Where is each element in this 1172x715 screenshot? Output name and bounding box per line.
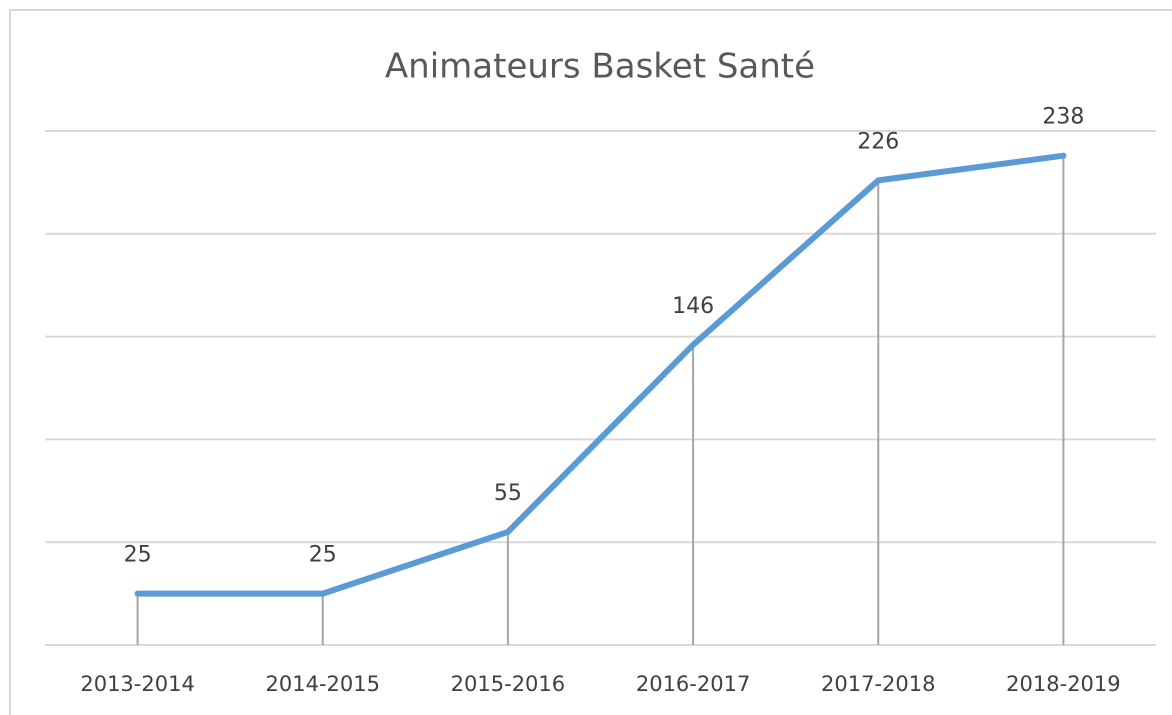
data-line — [134, 152, 1067, 597]
data-label: 25 — [309, 543, 337, 568]
data-label: 226 — [857, 129, 899, 154]
x-tick-label: 2016-2017 — [636, 672, 750, 696]
x-tick-label: 2013-2014 — [80, 672, 194, 696]
x-tick-label: 2018-2019 — [1006, 672, 1120, 696]
data-label: 146 — [672, 294, 714, 319]
data-label: 25 — [124, 543, 152, 568]
x-tick-label: 2014-2015 — [266, 672, 380, 696]
data-label: 55 — [494, 481, 522, 506]
chart-title: Animateurs Basket Santé — [385, 47, 815, 87]
x-tick-label: 2015-2016 — [451, 672, 565, 696]
data-label: 238 — [1042, 105, 1084, 130]
x-tick-label: 2017-2018 — [821, 672, 935, 696]
chart-border — [9, 9, 1172, 715]
